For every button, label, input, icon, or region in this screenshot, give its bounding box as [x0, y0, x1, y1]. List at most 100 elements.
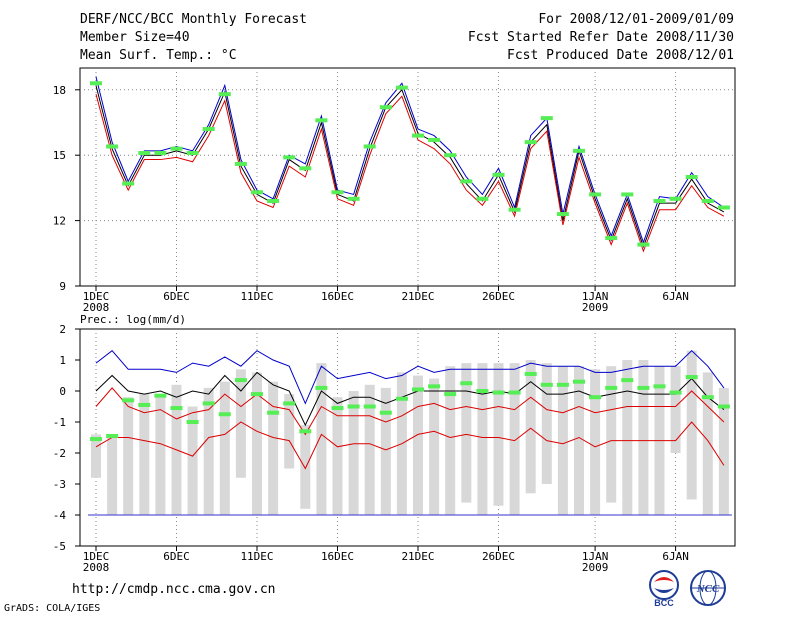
y-tick-label: 15: [53, 149, 66, 162]
ncc-logo-label: NCC: [696, 583, 720, 595]
x-tick-label: 16DEC: [321, 550, 354, 563]
observed-marker: [637, 242, 650, 247]
observed-marker: [170, 406, 183, 411]
observed-marker: [395, 85, 408, 90]
spread-bar: [622, 360, 633, 515]
series-line-mean: [95, 85, 725, 249]
observed-marker: [251, 392, 263, 397]
series-line-upper: [95, 76, 725, 244]
observed-marker: [186, 420, 199, 424]
observed-marker: [122, 398, 135, 403]
observed-marker: [363, 404, 376, 409]
observed-marker: [267, 198, 280, 203]
spread-bar: [203, 387, 214, 515]
header-right-line-2: Fcst Started Refer Date 2008/11/30: [467, 30, 734, 45]
spread-bar: [348, 391, 359, 515]
observed-marker: [524, 371, 537, 376]
series-line-lower: [95, 94, 725, 253]
observed-marker: [267, 410, 280, 415]
observed-marker: [331, 190, 344, 195]
x-tick-year: 2008: [83, 561, 110, 574]
x-tick-year: 2009: [582, 301, 609, 314]
observed-marker: [379, 410, 392, 415]
observed-marker: [251, 190, 263, 195]
observed-marker: [347, 196, 360, 201]
plot-frame: [79, 328, 736, 547]
x-tick-label: 1DEC: [83, 290, 110, 303]
y-tick-label: 1: [59, 354, 66, 367]
spread-bar: [219, 381, 230, 515]
spread-bar: [557, 366, 568, 515]
x-tick-label: 6JAN: [662, 290, 689, 303]
observed-marker: [444, 153, 457, 158]
spread-bar: [525, 360, 536, 494]
y-tick-label: 9: [59, 280, 66, 293]
observed-marker: [202, 401, 215, 406]
x-tick-label: 26DEC: [482, 290, 515, 303]
header-left-line-3: Mean Surf. Temp.: °C: [80, 48, 237, 63]
observed-marker: [669, 196, 682, 201]
observed-marker: [669, 390, 682, 395]
observed-marker: [460, 381, 473, 386]
spread-bar: [509, 363, 520, 515]
y-tick-label: 0: [59, 385, 66, 398]
observed-marker: [202, 127, 215, 132]
x-tick-label: 6JAN: [662, 550, 689, 563]
observed-marker: [621, 192, 634, 197]
bcc-logo-label: BCC: [654, 598, 674, 608]
observed-marker: [234, 161, 247, 166]
header-left-line-1: DERF/NCC/BCC Monthly Forecast: [80, 12, 307, 27]
series-line-lower1: [95, 387, 725, 436]
spread-bar: [91, 434, 101, 478]
observed-marker: [685, 375, 698, 380]
spread-bar: [364, 384, 375, 515]
spread-bar: [380, 387, 391, 515]
ncc-logo: NCC: [690, 570, 726, 606]
observed-marker: [701, 198, 714, 203]
observed-marker: [379, 105, 392, 110]
x-tick-label: 1DEC: [83, 550, 110, 563]
precipitation-title: Prec.: log(mm/d): [80, 313, 186, 326]
spread-bar: [413, 375, 423, 515]
observed-marker: [605, 236, 618, 241]
spread-bar: [718, 387, 729, 515]
spread-bar: [638, 360, 649, 515]
observed-marker: [653, 384, 666, 389]
spread-bar: [107, 434, 118, 515]
x-tick-label: 21DEC: [401, 290, 434, 303]
observed-marker: [170, 146, 183, 151]
x-tick-label: 11DEC: [240, 290, 273, 303]
spread-bar: [445, 366, 456, 515]
observed-marker: [234, 378, 247, 383]
observed-marker: [122, 181, 135, 186]
y-tick-label: -2: [53, 447, 66, 460]
observed-marker: [154, 151, 167, 156]
x-tick-label: 1JAN: [582, 550, 609, 563]
observed-marker: [717, 205, 730, 210]
observed-marker: [218, 92, 231, 97]
observed-marker: [556, 382, 569, 387]
header-right-line-3: Fcst Produced Date 2008/12/01: [507, 48, 734, 63]
observed-marker: [444, 392, 457, 397]
observed-marker: [492, 390, 505, 395]
x-tick-label: 16DEC: [321, 290, 354, 303]
x-tick-label: 26DEC: [482, 550, 515, 563]
bcc-logo: BCC: [649, 570, 679, 608]
x-tick-label: 11DEC: [240, 550, 273, 563]
observed-marker: [460, 179, 473, 184]
observed-marker: [589, 192, 602, 197]
observed-marker: [106, 433, 119, 438]
spread-bar: [493, 363, 504, 506]
spread-bar: [252, 372, 262, 515]
observed-marker: [540, 116, 553, 121]
spread-bar: [686, 350, 697, 500]
spread-bar: [284, 394, 295, 469]
observed-marker: [621, 378, 634, 383]
footer-url[interactable]: http://cmdp.ncc.cma.gov.cn: [72, 582, 276, 597]
observed-marker: [218, 412, 231, 417]
x-tick-year: 2009: [582, 561, 609, 574]
x-tick-label: 1JAN: [582, 290, 609, 303]
